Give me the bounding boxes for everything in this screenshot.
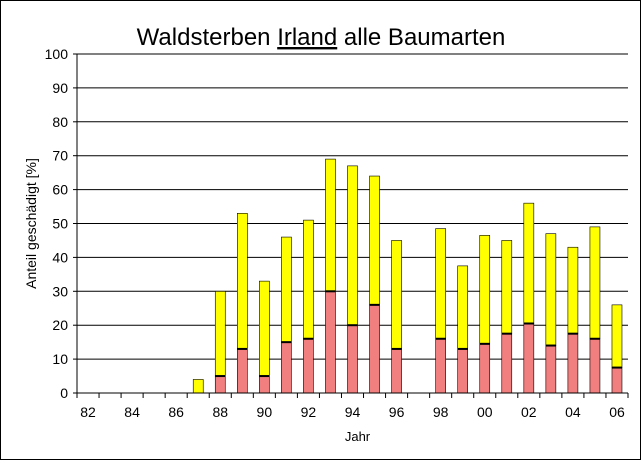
chart-title-part-3: alle Baumarten <box>337 24 505 51</box>
y-tick-label: 80 <box>52 114 68 130</box>
bar-03-segment-2 <box>545 233 557 346</box>
x-tick-label: 06 <box>609 404 625 420</box>
bar-00-segment-2 <box>479 235 491 345</box>
bar-01-segment-2 <box>501 240 513 334</box>
bar-04-segment-2 <box>567 246 579 334</box>
bar-89-segment-2 <box>237 213 248 350</box>
y-tick-label: 20 <box>52 317 68 333</box>
y-tick-label: 60 <box>52 182 68 198</box>
bar-01-segment-1 <box>501 333 513 394</box>
bar-99-segment-2 <box>457 265 469 350</box>
bar-93-segment-2 <box>325 158 336 292</box>
bar-02-segment-1 <box>523 323 535 394</box>
x-tick-label: 04 <box>565 404 581 420</box>
y-tick-label: 70 <box>52 148 68 164</box>
bar-00-segment-1 <box>479 343 491 394</box>
y-tick-label: 10 <box>52 351 68 367</box>
x-tick-label: 98 <box>433 404 449 420</box>
bar-91-segment-1 <box>281 341 292 394</box>
x-tick-label: 84 <box>124 404 140 420</box>
bar-88-segment-2 <box>214 290 226 377</box>
bar-05-segment-2 <box>589 226 601 340</box>
bar-94-segment-1 <box>347 324 358 394</box>
y-tick-label: 0 <box>60 385 68 401</box>
bar-98-segment-1 <box>435 338 446 394</box>
x-axis-label: Jahr <box>345 429 371 444</box>
x-tick-label: 92 <box>301 404 317 420</box>
bar-92-segment-1 <box>303 338 314 394</box>
bar-93-segment-1 <box>325 290 336 394</box>
bar-04-segment-1 <box>567 333 579 394</box>
bar-95-segment-1 <box>369 304 380 394</box>
x-tick-label: 96 <box>389 404 405 420</box>
x-tick-label: 94 <box>345 404 361 420</box>
bar-96-segment-2 <box>391 240 402 350</box>
bar-90-segment-1 <box>259 375 270 394</box>
axis-labels: 0 10 20 30 40 50 60 70 80 90 100 82 84 86 88 90 92 94 96 98… <box>23 46 625 444</box>
x-tick-label: 02 <box>521 404 537 420</box>
y-tick-label: 90 <box>52 80 68 96</box>
bar-95-segment-2 <box>369 175 380 306</box>
y-axis-label: Anteil geschädigt [%] <box>23 158 39 289</box>
chart-title-country: Irland <box>277 24 337 51</box>
y-tick-label: 50 <box>52 216 68 232</box>
bar-91-segment-2 <box>281 236 292 343</box>
y-tick-label: 40 <box>52 249 68 265</box>
y-tick-label: 30 <box>52 283 68 299</box>
bar-94-segment-2 <box>347 165 358 326</box>
y-tick-label: 100 <box>45 46 69 62</box>
chart-title-part-1: Waldsterben <box>137 24 278 51</box>
chart-title: Waldsterben Irland alle Baumarten <box>137 24 506 51</box>
bars <box>192 158 623 394</box>
bar-88-segment-1 <box>214 375 226 394</box>
bar-87-segment-2 <box>192 379 204 394</box>
x-tick-label: 88 <box>212 404 228 420</box>
bar-06-segment-1 <box>611 367 623 394</box>
bar-92-segment-2 <box>303 219 314 340</box>
axes <box>73 53 629 398</box>
x-tick-label: 00 <box>477 404 493 420</box>
x-tick-label: 90 <box>257 404 273 420</box>
bar-06-segment-2 <box>611 304 623 368</box>
bar-02-segment-2 <box>523 202 535 324</box>
bar-96-segment-1 <box>391 348 402 394</box>
bar-98-segment-2 <box>435 228 446 340</box>
bar-89-segment-1 <box>237 348 248 394</box>
bar-99-segment-1 <box>457 348 469 394</box>
x-tick-label: 82 <box>80 404 96 420</box>
bar-03-segment-1 <box>545 345 557 394</box>
x-tick-label: 86 <box>168 404 184 420</box>
bar-90-segment-2 <box>259 280 270 377</box>
bar-05-segment-1 <box>589 338 601 394</box>
